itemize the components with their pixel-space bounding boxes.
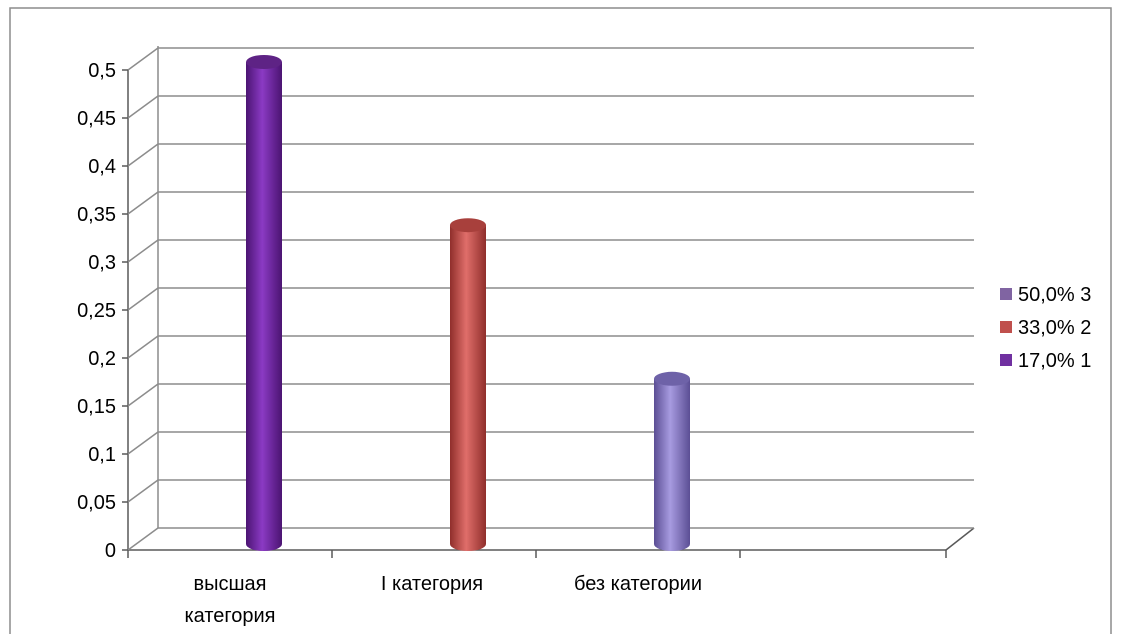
legend: 50,0% 3 33,0% 2 17,0% 1 — [1000, 284, 1091, 372]
y-tick-label-3: 0,15 — [77, 396, 116, 418]
bar-top-1 — [246, 55, 282, 69]
legend-swatch-3 — [1000, 354, 1012, 366]
x-axis-ticks — [127, 550, 947, 558]
bar-2 — [450, 218, 486, 551]
bar-top-2 — [450, 218, 486, 233]
legend-label-1: 50,0% 3 — [1018, 284, 1091, 306]
bar-top-3 — [654, 371, 690, 386]
bar-body-3 — [654, 378, 690, 544]
y-tick-label-0: 0 — [105, 540, 116, 562]
y-tick-label-7: 0,35 — [77, 204, 116, 226]
legend-label-2: 33,0% 2 — [1018, 317, 1091, 339]
y-tick-label-9: 0,45 — [77, 108, 116, 130]
gridline-side-1 — [127, 479, 159, 503]
legend-swatch-1 — [1000, 288, 1012, 300]
gridline-side-6 — [127, 239, 159, 263]
gridline-side-10 — [127, 47, 159, 71]
y-tick-label-5: 0,25 — [77, 300, 116, 322]
bar-body-1 — [246, 62, 282, 544]
bars — [246, 55, 690, 551]
y-tick-label-4: 0,2 — [88, 348, 116, 370]
category-label-2: I категория — [381, 573, 483, 595]
bar-3 — [654, 371, 690, 551]
bar-body-2 — [450, 225, 486, 544]
floor-right-edge — [945, 527, 975, 551]
gridlines — [127, 47, 974, 551]
legend-label-3: 17,0% 1 — [1018, 350, 1091, 372]
category-label-1-line2: категория — [184, 605, 275, 627]
gridline-side-8 — [127, 143, 159, 167]
gridline-side-9 — [127, 95, 159, 119]
legend-swatch-2 — [1000, 321, 1012, 333]
gridline-side-4 — [127, 335, 159, 359]
y-tick-label-10: 0,5 — [88, 60, 116, 82]
gridline-side-5 — [127, 287, 159, 311]
y-axis-ticks: 0 0,05 0,1 0,15 0,2 0,25 0,3 0,35 0,4 0,45 0,5 — [77, 60, 128, 562]
y-tick-label-2: 0,1 — [88, 444, 116, 466]
y-tick-label-1: 0,05 — [77, 492, 116, 514]
gridline-side-3 — [127, 383, 159, 407]
y-tick-label-8: 0,4 — [88, 156, 116, 178]
chart-frame — [9, 7, 1112, 634]
y-tick-label-6: 0,3 — [88, 252, 116, 274]
category-label-1: высшая — [194, 573, 267, 595]
bar-1 — [246, 55, 282, 551]
gridline-side-2 — [127, 431, 159, 455]
category-label-3: без категории — [574, 573, 702, 595]
gridline-side-0 — [127, 527, 159, 551]
gridline-side-7 — [127, 191, 159, 215]
